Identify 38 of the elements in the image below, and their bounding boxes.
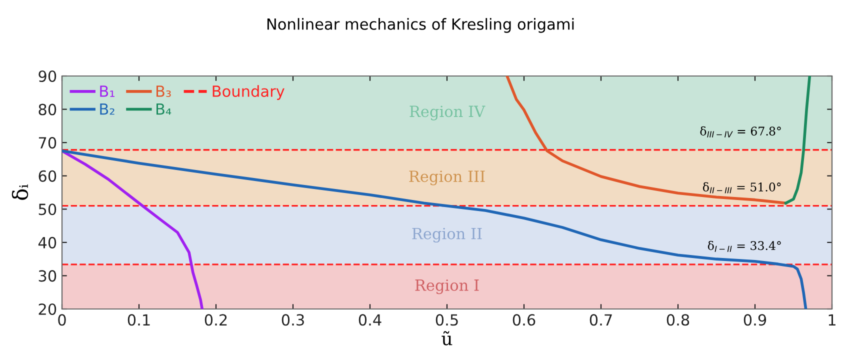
y-axis-title: δᵢ [12,184,28,200]
x-tick-label: 0.1 [128,314,150,326]
legend-label: B₃ [156,86,171,97]
line-series [62,150,808,309]
x-tick-label: 1 [828,314,836,326]
y-tick-label: 50 [38,204,56,216]
legend-label: B₁ [100,86,114,97]
x-axis-title: ũ [442,331,452,346]
x-tick-label: 0.8 [666,314,690,326]
y-tick-label: 30 [38,270,56,282]
x-tick-label: 0.4 [358,314,382,326]
band-label: Region II [412,228,482,242]
ref-line-label: δ$_{I−II}$ = 33.4° [708,240,781,252]
x-tick-label: 0.5 [436,314,458,326]
ref-line-label: δ$_{III−IV}$ = 67.8° [700,126,781,138]
x-tick-label: 0.9 [744,314,766,326]
y-tick-label: 80 [38,104,56,116]
x-tick-label: 0 [58,314,66,326]
y-tick-label: 60 [38,170,56,182]
line-series [784,76,812,205]
x-tick-label: 0.6 [512,314,536,326]
annotation: Boundary [212,85,284,100]
y-tick-label: 40 [38,236,56,248]
line-series [62,150,204,309]
x-tick-label: 0.7 [590,314,612,326]
line-series [506,76,788,205]
legend-label: B₂ [100,103,114,115]
ref-line-label: δ$_{II−III}$ = 51.0° [702,182,781,194]
x-tick-label: 0.2 [204,314,227,326]
y-tick-label: 90 [38,70,56,82]
y-tick-label: 20 [38,303,56,316]
chart-title: Nonlinear mechanics of Kresling origami [267,18,574,33]
x-tick-label: 0.3 [282,314,304,326]
band-label: Region III [409,170,485,186]
y-tick-label: 70 [38,137,56,149]
band-label: Region IV [410,106,486,120]
band-label: Region I [415,279,479,294]
legend-label: B₄ [156,103,172,115]
